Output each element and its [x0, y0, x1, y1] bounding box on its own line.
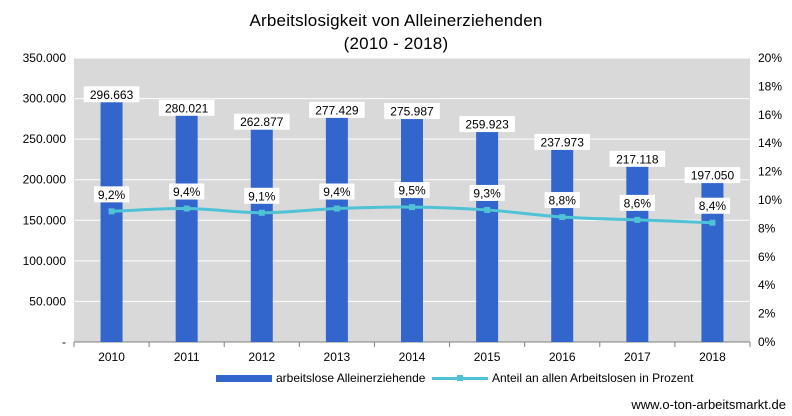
legend-label-bars: arbeitslose Alleinerziehende	[276, 371, 426, 385]
percent-marker	[333, 205, 340, 212]
y-left-tick-label: -	[62, 335, 66, 349]
legend-line-marker	[457, 374, 463, 381]
percent-marker	[559, 214, 566, 221]
percent-value-label-box	[93, 186, 130, 203]
y-left-tick-label: 100.000	[23, 254, 67, 268]
legend-bar-swatch	[216, 374, 272, 382]
percent-value-label-box	[544, 192, 580, 209]
x-tick-label: 2011	[174, 350, 200, 364]
bar-value-label-box	[309, 101, 365, 118]
y-right-tick-label: 14%	[758, 136, 782, 150]
bar	[401, 118, 423, 342]
y-right-tick-label: 4%	[758, 278, 776, 292]
percent-marker	[634, 216, 641, 223]
chart-subtitle: (2010 - 2018)	[343, 34, 449, 53]
x-tick-label: 2017	[624, 350, 651, 364]
y-left-tick-label: 250.000	[23, 132, 67, 146]
bar-value-label: 280.021	[165, 101, 209, 115]
bar-value-label: 262.877	[240, 115, 284, 129]
bar-value-label-box	[158, 99, 215, 116]
percent-value-label: 9,4%	[173, 185, 201, 199]
percent-value-label: 8,4%	[699, 199, 727, 213]
bar-value-label: 237.973	[541, 135, 585, 149]
x-tick-label: 2010	[98, 350, 125, 364]
y-right-tick-label: 18%	[758, 79, 782, 93]
bar-value-label-box	[684, 167, 741, 184]
percent-value-label-box	[469, 184, 505, 201]
x-tick-label: 2018	[699, 350, 726, 364]
y-right-tick-label: 0%	[758, 335, 776, 349]
percent-value-label: 9,3%	[473, 186, 501, 200]
y-right-tick-label: 16%	[758, 108, 782, 122]
percent-value-label: 9,5%	[398, 184, 426, 198]
y-left-tick-label: 150.000	[23, 213, 67, 227]
percent-value-label-box	[244, 187, 280, 204]
percent-value-label-box	[169, 183, 205, 200]
bar-value-label: 259.923	[465, 118, 509, 132]
percent-marker	[709, 219, 716, 226]
percent-marker	[409, 204, 415, 211]
y-left-tick-label: 350.000	[23, 51, 67, 65]
bar	[476, 131, 499, 342]
y-right-tick-label: 8%	[758, 221, 776, 235]
x-tick-label: 2013	[324, 350, 351, 364]
bar-value-label: 296.663	[90, 88, 134, 102]
legend-item-bars: arbeitslose Alleinerziehende	[216, 371, 425, 385]
bar	[325, 116, 348, 342]
bar-value-label-box	[459, 116, 515, 133]
legend-item-line: Anteil an allen Arbeitslosen in Prozent	[432, 371, 693, 385]
x-tick-label: 2015	[474, 350, 501, 364]
percent-marker	[258, 209, 265, 216]
bar	[250, 128, 273, 342]
bar-value-label-box	[233, 113, 290, 130]
y-right-tick-label: 12%	[758, 165, 782, 179]
y-right-tick-label: 10%	[758, 193, 782, 207]
bar-value-label-box	[609, 150, 666, 167]
x-tick-label: 2012	[248, 350, 275, 364]
percent-value-label: 9,2%	[98, 188, 126, 202]
bar-value-label: 275.987	[390, 105, 434, 119]
bar	[100, 101, 123, 342]
bar-value-label-box	[384, 103, 440, 120]
bar-value-label: 277.429	[315, 103, 359, 117]
percent-value-label-box	[319, 183, 355, 200]
y-right-tick-label: 2%	[758, 307, 776, 321]
bar	[175, 114, 198, 342]
y-right-tick-label: 6%	[758, 250, 776, 264]
x-tick-label: 2014	[399, 350, 426, 364]
percent-value-label: 9,1%	[248, 189, 276, 203]
percent-marker	[484, 206, 491, 213]
bar-value-label: 197.050	[691, 169, 735, 183]
percent-value-label-box	[694, 197, 731, 214]
x-tick-label: 2016	[549, 350, 576, 364]
legend-line-swatch	[432, 374, 488, 381]
y-left-tick-label: 50.000	[29, 294, 66, 308]
y-right-tick-label: 20%	[758, 51, 782, 65]
percent-value-label-box	[394, 182, 430, 199]
percent-value-label: 9,4%	[323, 185, 351, 199]
bar	[626, 165, 649, 342]
chart-title: Arbeitslosigkeit von Alleinerziehenden	[249, 11, 543, 30]
y-left-tick-label: 200.000	[23, 173, 67, 187]
bar-value-label-box	[534, 133, 591, 150]
source-url: www.o-ton-arbeitsmarkt.de	[631, 397, 786, 412]
bar-value-label: 217.118	[616, 152, 659, 166]
percent-marker	[183, 205, 190, 212]
percent-marker	[108, 208, 115, 215]
percent-value-label: 8,8%	[549, 194, 577, 208]
y-left-tick-label: 300.000	[23, 92, 67, 106]
percent-value-label-box	[619, 194, 655, 211]
bar-value-label-box	[83, 86, 140, 103]
legend-label-line: Anteil an allen Arbeitslosen in Prozent	[492, 371, 694, 385]
bar	[551, 148, 574, 342]
percent-value-label: 8,6%	[624, 196, 652, 210]
